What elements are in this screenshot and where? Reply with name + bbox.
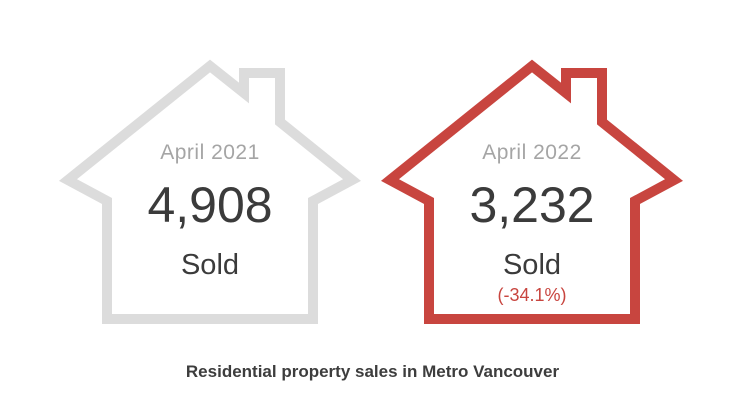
house-2021-icon [58, 59, 362, 324]
period-label-2022: April 2022 [482, 141, 582, 164]
sold-count-2021: 4,908 [147, 177, 273, 233]
figure-caption: Residential property sales in Metro Vanc… [185, 362, 560, 381]
house-outline-path [58, 59, 362, 324]
house-outline-path [380, 59, 684, 324]
sold-count-2022: 3,232 [469, 177, 595, 233]
change-percent-2022: (-34.1%) [497, 285, 567, 305]
period-label-2021: April 2021 [160, 141, 260, 164]
house-2022-icon [380, 59, 684, 324]
sold-label-2022: Sold [502, 249, 562, 281]
sold-label-2021: Sold [180, 249, 240, 281]
house-2021: April 2021 4,908 Sold [58, 54, 362, 330]
house-2022: April 2022 3,232 Sold (-34.1%) [380, 54, 684, 330]
